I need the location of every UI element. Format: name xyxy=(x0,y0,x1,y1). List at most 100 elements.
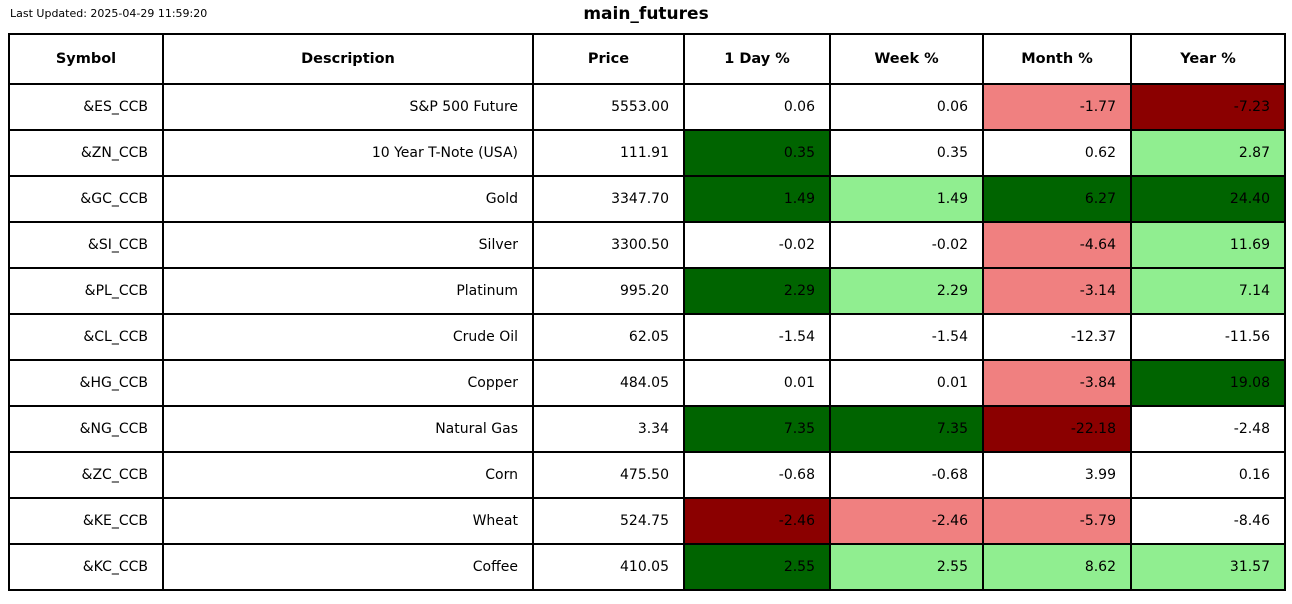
price-cell: 3347.70 xyxy=(532,175,685,223)
column-header-2: Price xyxy=(532,33,685,85)
table-row: &KE_CCB Wheat 524.75 -2.46 -2.46 -5.79 -8.46 xyxy=(8,497,1286,545)
description-cell: Wheat xyxy=(162,497,534,545)
pct-cell: 2.29 xyxy=(829,267,984,315)
column-header-5: Month % xyxy=(982,33,1132,85)
pct-cell: 7.35 xyxy=(683,405,831,453)
column-header-1: Description xyxy=(162,33,534,85)
pct-cell: 0.35 xyxy=(829,129,984,177)
description-cell: S&P 500 Future xyxy=(162,83,534,131)
column-header-0: Symbol xyxy=(8,33,164,85)
pct-cell: -5.79 xyxy=(982,497,1132,545)
price-cell: 410.05 xyxy=(532,543,685,591)
table-row: &PL_CCB Platinum 995.20 2.29 2.29 -3.14 7.14 xyxy=(8,267,1286,315)
pct-cell: -0.02 xyxy=(683,221,831,269)
table-row: &KC_CCB Coffee 410.05 2.55 2.55 8.62 31.57 xyxy=(8,543,1286,591)
pct-cell: -22.18 xyxy=(982,405,1132,453)
pct-cell: -8.46 xyxy=(1130,497,1286,545)
description-cell: Gold xyxy=(162,175,534,223)
pct-cell: -7.23 xyxy=(1130,83,1286,131)
pct-cell: 2.55 xyxy=(829,543,984,591)
pct-cell: -4.64 xyxy=(982,221,1132,269)
pct-cell: -2.46 xyxy=(829,497,984,545)
pct-cell: 0.62 xyxy=(982,129,1132,177)
pct-cell: -12.37 xyxy=(982,313,1132,361)
page-title: main_futures xyxy=(583,4,709,24)
description-cell: Corn xyxy=(162,451,534,499)
header-row: Symbol Description Price 1 Day % Week % Month… xyxy=(8,33,1286,85)
symbol-cell: &CL_CCB xyxy=(8,313,164,361)
pct-cell: -1.77 xyxy=(982,83,1132,131)
description-cell: Silver xyxy=(162,221,534,269)
pct-cell: 2.55 xyxy=(683,543,831,591)
description-cell: 10 Year T-Note (USA) xyxy=(162,129,534,177)
table-row: &ZN_CCB 10 Year T-Note (USA) 111.91 0.35 0.3… xyxy=(8,129,1286,177)
description-cell: Crude Oil xyxy=(162,313,534,361)
table-row: &GC_CCB Gold 3347.70 1.49 1.49 6.27 24.40 xyxy=(8,175,1286,223)
price-cell: 3.34 xyxy=(532,405,685,453)
pct-cell: 1.49 xyxy=(683,175,831,223)
column-header-3: 1 Day % xyxy=(683,33,831,85)
price-cell: 475.50 xyxy=(532,451,685,499)
description-cell: Copper xyxy=(162,359,534,407)
pct-cell: -1.54 xyxy=(683,313,831,361)
pct-cell: 19.08 xyxy=(1130,359,1286,407)
pct-cell: -0.68 xyxy=(829,451,984,499)
last-updated-label: Last Updated: 2025-04-29 11:59:20 xyxy=(10,7,208,20)
pct-cell: 6.27 xyxy=(982,175,1132,223)
price-cell: 62.05 xyxy=(532,313,685,361)
table-row: &CL_CCB Crude Oil 62.05 -1.54 -1.54 -12.37 -11… xyxy=(8,313,1286,361)
pct-cell: -0.68 xyxy=(683,451,831,499)
pct-cell: -11.56 xyxy=(1130,313,1286,361)
pct-cell: 0.06 xyxy=(683,83,831,131)
pct-cell: 7.14 xyxy=(1130,267,1286,315)
pct-cell: 0.06 xyxy=(829,83,984,131)
pct-cell: 11.69 xyxy=(1130,221,1286,269)
description-cell: Coffee xyxy=(162,543,534,591)
symbol-cell: &KE_CCB xyxy=(8,497,164,545)
symbol-cell: &ZC_CCB xyxy=(8,451,164,499)
column-header-4: Week % xyxy=(829,33,984,85)
table-row: &ZC_CCB Corn 475.50 -0.68 -0.68 3.99 0.16 xyxy=(8,451,1286,499)
table-row: &ES_CCB S&P 500 Future 5553.00 0.06 0.06 -1.7… xyxy=(8,83,1286,131)
pct-cell: 2.87 xyxy=(1130,129,1286,177)
symbol-cell: &NG_CCB xyxy=(8,405,164,453)
symbol-cell: &GC_CCB xyxy=(8,175,164,223)
pct-cell: -1.54 xyxy=(829,313,984,361)
pct-cell: 7.35 xyxy=(829,405,984,453)
description-cell: Natural Gas xyxy=(162,405,534,453)
symbol-cell: &KC_CCB xyxy=(8,543,164,591)
table-row: &NG_CCB Natural Gas 3.34 7.35 7.35 -22.18 -2.4… xyxy=(8,405,1286,453)
symbol-cell: &ES_CCB xyxy=(8,83,164,131)
pct-cell: -3.84 xyxy=(982,359,1132,407)
description-cell: Platinum xyxy=(162,267,534,315)
pct-cell: -3.14 xyxy=(982,267,1132,315)
pct-cell: 2.29 xyxy=(683,267,831,315)
pct-cell: -2.48 xyxy=(1130,405,1286,453)
price-cell: 524.75 xyxy=(532,497,685,545)
column-header-6: Year % xyxy=(1130,33,1286,85)
table-body: &ES_CCB S&P 500 Future 5553.00 0.06 0.06 -1.7… xyxy=(8,83,1286,591)
price-cell: 111.91 xyxy=(532,129,685,177)
pct-cell: -0.02 xyxy=(829,221,984,269)
symbol-cell: &HG_CCB xyxy=(8,359,164,407)
pct-cell: 0.01 xyxy=(683,359,831,407)
pct-cell: 31.57 xyxy=(1130,543,1286,591)
pct-cell: -2.46 xyxy=(683,497,831,545)
pct-cell: 1.49 xyxy=(829,175,984,223)
symbol-cell: &SI_CCB xyxy=(8,221,164,269)
futures-table: Symbol Description Price 1 Day % Week % Month… xyxy=(8,33,1286,591)
symbol-cell: &PL_CCB xyxy=(8,267,164,315)
table-row: &HG_CCB Copper 484.05 0.01 0.01 -3.84 19.08 xyxy=(8,359,1286,407)
symbol-cell: &ZN_CCB xyxy=(8,129,164,177)
pct-cell: 0.01 xyxy=(829,359,984,407)
price-cell: 995.20 xyxy=(532,267,685,315)
price-cell: 3300.50 xyxy=(532,221,685,269)
pct-cell: 8.62 xyxy=(982,543,1132,591)
pct-cell: 0.35 xyxy=(683,129,831,177)
pct-cell: 0.16 xyxy=(1130,451,1286,499)
table-row: &SI_CCB Silver 3300.50 -0.02 -0.02 -4.64 11.69 xyxy=(8,221,1286,269)
price-cell: 5553.00 xyxy=(532,83,685,131)
price-cell: 484.05 xyxy=(532,359,685,407)
pct-cell: 24.40 xyxy=(1130,175,1286,223)
pct-cell: 3.99 xyxy=(982,451,1132,499)
